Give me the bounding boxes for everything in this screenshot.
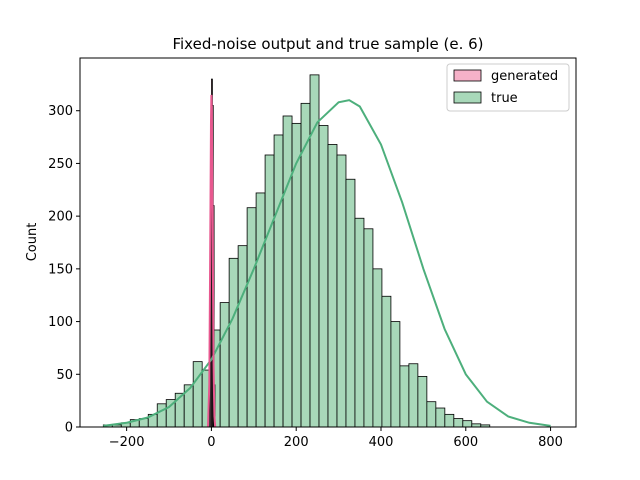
x-tick-label: 800	[538, 435, 563, 450]
true-series-bars	[102, 74, 491, 428]
true-bar	[327, 144, 338, 428]
true-bar	[417, 375, 428, 428]
y-tick-label: 0	[65, 421, 73, 436]
y-tick-label: 100	[48, 315, 73, 330]
true-bar	[363, 228, 374, 428]
generated-kde-line	[207, 94, 217, 428]
true-bar	[381, 295, 392, 428]
true-bar	[318, 125, 329, 428]
true-bar	[219, 302, 230, 428]
true-kde-line	[103, 99, 551, 427]
true-bar	[273, 134, 284, 428]
plot-area	[79, 57, 577, 428]
y-tick-label: 200	[48, 210, 73, 225]
true-bar	[390, 321, 401, 428]
true-bar	[336, 154, 347, 428]
true-bar	[372, 268, 383, 428]
legend-swatch-true	[453, 91, 482, 104]
y-tick-label: 250	[48, 157, 73, 172]
y-axis-ticks: 0 50 100 150 200 250 300	[48, 104, 80, 436]
true-bar	[282, 115, 293, 428]
true-bar	[345, 178, 356, 428]
legend: generated true	[446, 63, 570, 112]
true-bar	[435, 407, 446, 428]
true-bar	[399, 365, 410, 428]
true-bar	[453, 418, 464, 428]
true-bar	[237, 245, 248, 428]
true-bar	[156, 403, 167, 428]
true-bar	[264, 154, 275, 428]
x-axis-ticks: −200 0 200 400 600 800	[109, 427, 563, 450]
x-tick-label: 600	[453, 435, 478, 450]
true-bar	[228, 257, 239, 428]
true-bar	[408, 363, 419, 428]
true-bar	[462, 420, 473, 428]
legend-swatch-generated	[453, 69, 482, 82]
true-bar	[246, 207, 257, 428]
true-bar	[354, 217, 365, 428]
x-tick-label: 200	[284, 435, 309, 450]
y-tick-label: 300	[48, 104, 73, 119]
true-bar	[255, 192, 266, 428]
x-tick-label: 0	[207, 435, 215, 450]
x-tick-label: −200	[109, 435, 145, 450]
true-bar	[192, 361, 203, 428]
y-tick-label: 50	[56, 368, 73, 383]
true-bar	[426, 401, 437, 428]
x-tick-label: 400	[369, 435, 394, 450]
axes-frame	[79, 57, 577, 428]
y-axis-label: Count	[25, 223, 40, 262]
y-tick-label: 150	[48, 262, 73, 277]
chart-title: Fixed-noise output and true sample (e. 6…	[172, 35, 483, 53]
legend-label-true: true	[491, 91, 518, 106]
true-bar	[444, 413, 455, 428]
legend-label-generated: generated	[491, 69, 558, 84]
